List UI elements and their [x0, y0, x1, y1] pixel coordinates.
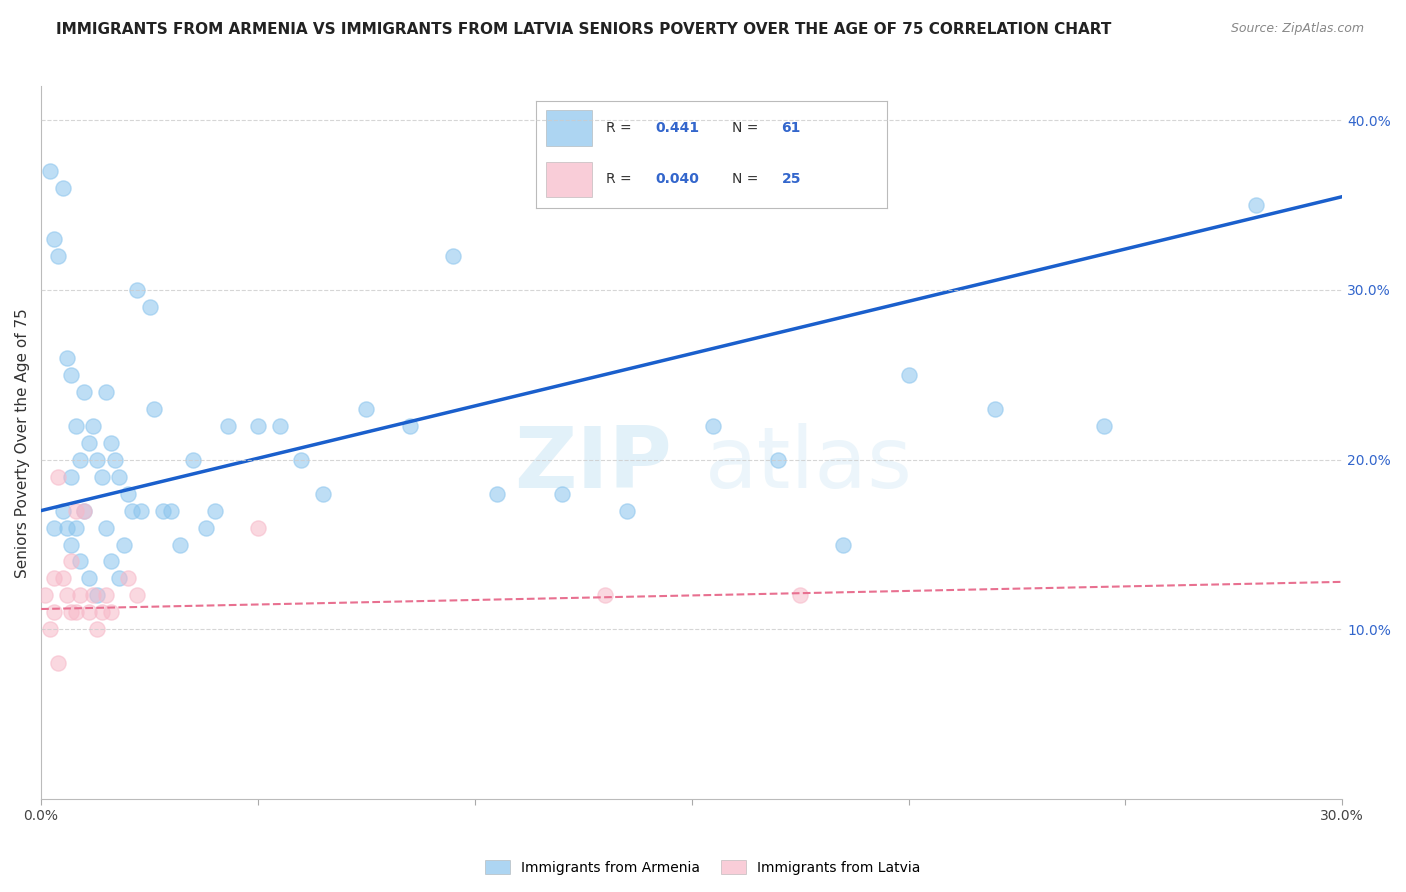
Point [550, 486, 572, 500]
Point [65, 503, 87, 517]
Legend: Immigrants from Armenia, Immigrants from Latvia: Immigrants from Armenia, Immigrants from… [479, 855, 927, 880]
Point [60, 368, 83, 382]
Point [52, 503, 75, 517]
Point [34, 589, 56, 603]
Point [60, 606, 83, 620]
Point [117, 572, 139, 586]
Point [789, 589, 811, 603]
Point [125, 589, 148, 603]
Point [69, 589, 91, 603]
Point [60, 469, 83, 483]
Point [616, 503, 638, 517]
Point [204, 503, 226, 517]
Point [897, 368, 920, 382]
Point [160, 503, 183, 517]
Point [69, 554, 91, 568]
Point [108, 469, 131, 483]
Point [121, 503, 143, 517]
Point [100, 606, 122, 620]
Point [398, 418, 420, 433]
Point [96, 520, 118, 534]
Point [86, 452, 108, 467]
Point [125, 283, 148, 297]
Point [702, 418, 724, 433]
Point [100, 435, 122, 450]
Point [142, 401, 165, 416]
Point [217, 418, 239, 433]
Point [42, 520, 65, 534]
Point [269, 418, 291, 433]
Point [96, 384, 118, 399]
Point [104, 452, 127, 467]
Point [48, 469, 70, 483]
Point [56, 589, 79, 603]
Point [86, 623, 108, 637]
Point [117, 486, 139, 500]
Point [73, 384, 96, 399]
Point [42, 572, 65, 586]
Point [90, 606, 112, 620]
Point [112, 537, 135, 551]
Text: Source: ZipAtlas.com: Source: ZipAtlas.com [1230, 22, 1364, 36]
Point [38, 623, 60, 637]
Point [82, 418, 104, 433]
Point [77, 572, 100, 586]
Point [246, 520, 269, 534]
Point [138, 300, 160, 314]
Point [42, 232, 65, 246]
Point [356, 401, 378, 416]
Y-axis label: Seniors Poverty Over the Age of 75: Seniors Poverty Over the Age of 75 [15, 308, 30, 578]
Point [152, 503, 174, 517]
Point [129, 503, 152, 517]
Point [96, 589, 118, 603]
Point [48, 657, 70, 671]
Point [56, 351, 79, 365]
Point [52, 572, 75, 586]
Point [1244, 198, 1267, 212]
Text: IMMIGRANTS FROM ARMENIA VS IMMIGRANTS FROM LATVIA SENIORS POVERTY OVER THE AGE O: IMMIGRANTS FROM ARMENIA VS IMMIGRANTS FR… [56, 22, 1112, 37]
Text: ZIP: ZIP [515, 423, 672, 506]
Point [90, 469, 112, 483]
Point [82, 589, 104, 603]
Point [48, 249, 70, 263]
Point [77, 435, 100, 450]
Point [194, 520, 217, 534]
Point [312, 486, 335, 500]
Point [768, 452, 790, 467]
Point [441, 249, 464, 263]
Point [42, 606, 65, 620]
Point [56, 520, 79, 534]
Point [169, 537, 191, 551]
Point [108, 572, 131, 586]
Point [984, 401, 1007, 416]
Text: atlas: atlas [704, 423, 912, 506]
Point [100, 554, 122, 568]
Point [290, 452, 312, 467]
Point [485, 486, 508, 500]
Point [1092, 418, 1115, 433]
Point [69, 452, 91, 467]
Point [65, 606, 87, 620]
Point [60, 537, 83, 551]
Point [38, 164, 60, 178]
Point [65, 418, 87, 433]
Point [52, 181, 75, 195]
Point [65, 520, 87, 534]
Point [77, 606, 100, 620]
Point [593, 589, 616, 603]
Point [73, 503, 96, 517]
Point [832, 537, 855, 551]
Point [246, 418, 269, 433]
Point [181, 452, 204, 467]
Point [86, 589, 108, 603]
Point [60, 554, 83, 568]
Point [73, 503, 96, 517]
